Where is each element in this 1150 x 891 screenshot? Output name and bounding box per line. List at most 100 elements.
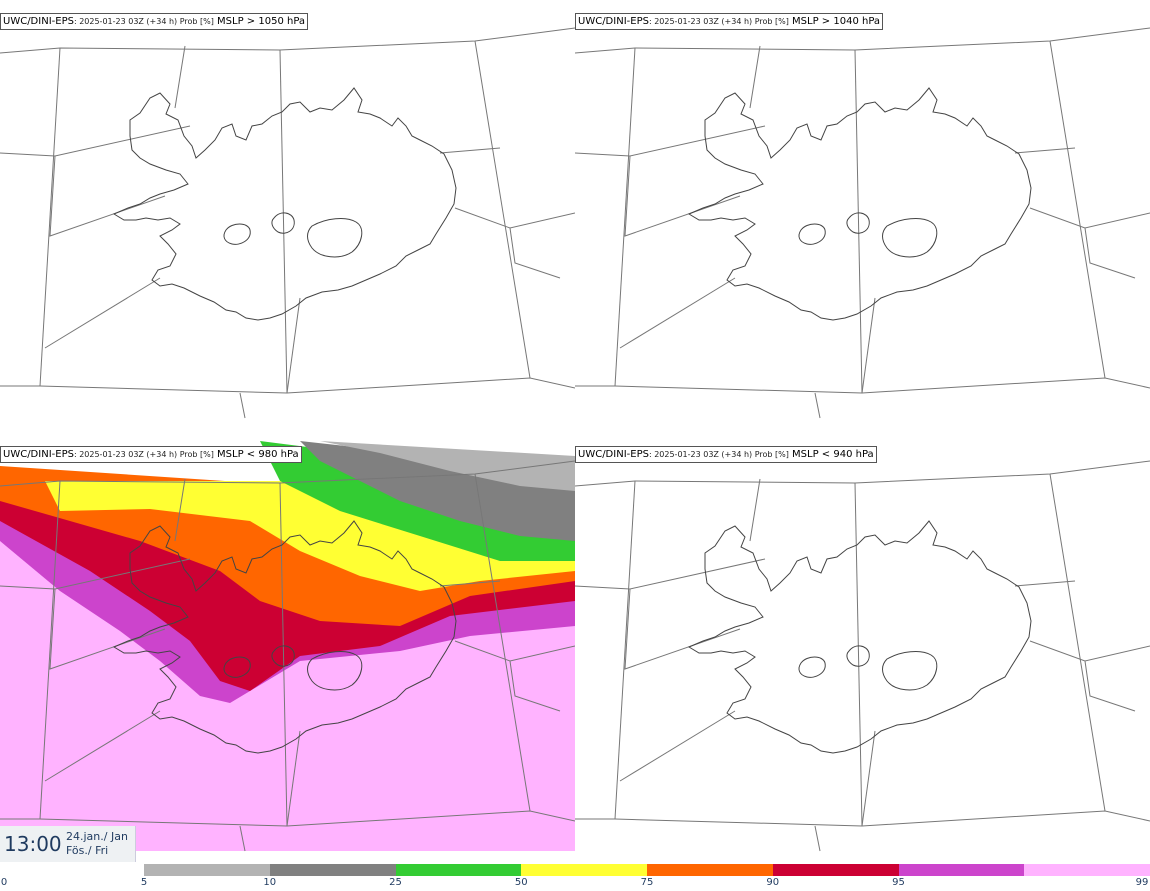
map-grid-line [39,47,61,387]
map-grid-line [1029,640,1150,662]
map-grid-line [44,710,161,782]
lake-outline [307,218,363,258]
run-info: : 2025-01-23 03Z (+34 h) Prob [%] [648,450,789,459]
map-grid-line [1014,580,1076,587]
colorbar-tick-label: 75 [640,877,654,888]
map-grid-line [509,227,561,279]
map-grid-line [749,45,761,109]
colorbar-segment [395,864,522,876]
threshold-label: MSLP > 1050 hPa [213,16,306,27]
lake-outline [798,656,826,678]
colorbar-tick-label: 25 [389,877,402,888]
colorbar-tick-label: 95 [892,877,905,888]
lake-outline [882,651,938,691]
map-grid-line [624,155,741,237]
probability-fill [0,441,575,851]
threshold-label: MSLP < 980 hPa [213,449,299,460]
valid-date: 24.jan./ Jan Fös./ Fri [66,830,128,858]
map-grid-line [1084,660,1136,712]
run-info: : 2025-01-23 03Z (+34 h) Prob [%] [648,17,789,26]
map-grid-line [279,482,288,827]
iceland-coastline [687,87,1032,321]
map-grid-line [854,49,863,394]
model-name: UWC/DINI-EPS [578,16,649,27]
lake-outline [846,645,870,667]
model-name: UWC/DINI-EPS [3,449,74,460]
colorbar-segment [144,864,271,876]
map-grid-line [474,473,531,812]
map-grid-line [619,710,736,782]
map-grid-line [439,147,501,154]
map-grid-line [239,825,246,852]
lake-outline [271,645,295,667]
map-grid-line [239,392,246,419]
valid-date-line1: 24.jan./ Jan [66,830,128,843]
model-name: UWC/DINI-EPS [3,16,74,27]
lake-outline [798,223,826,245]
probability-colorbar [144,864,1150,876]
map-grid-line [286,297,301,394]
map-grid-line [0,27,575,54]
map-grid-line [814,392,821,419]
map-grid-line [0,125,191,157]
lake-outline [846,212,870,234]
lake-outline [882,218,938,258]
panel-title: UWC/DINI-EPS: 2025-01-23 03Z (+34 h) Pro… [0,446,302,463]
map-grid-line [174,478,186,542]
probability-band [320,441,575,491]
panel-title: UWC/DINI-EPS: 2025-01-23 03Z (+34 h) Pro… [575,446,877,463]
colorbar-segment [269,864,396,876]
map-grid-line [279,49,288,394]
map-panel-mslp-gt-1050: UWC/DINI-EPS: 2025-01-23 03Z (+34 h) Pro… [0,8,575,438]
run-info: : 2025-01-23 03Z (+34 h) Prob [%] [73,450,214,459]
map-grid-line [814,825,821,852]
map-grid-line [509,660,561,712]
map-grid-line [1049,40,1106,379]
colorbar-segment [772,864,899,876]
map-grid-line [286,730,301,827]
valid-date-line2: Fös./ Fri [66,844,109,857]
map-grid-line [49,155,166,237]
map-grid-line [619,277,736,349]
iceland-coastline [687,520,1032,754]
map-grid-line [454,207,575,229]
map-grid-line [39,480,61,820]
colorbar-segment [647,864,774,876]
colorbar-tick-label: 0 [0,877,8,888]
map-grid-line [174,45,186,109]
lake-outline [223,656,251,678]
colorbar-tick-label: 99 [1135,877,1149,888]
colorbar-tick-label: 50 [514,877,528,888]
map-grid-line [474,40,531,379]
map-canvas [575,460,1150,852]
lake-outline [271,212,295,234]
iceland-coastline [112,87,457,321]
iceland-coastline [112,520,457,754]
map-panel-mslp-lt-940: UWC/DINI-EPS: 2025-01-23 03Z (+34 h) Pro… [575,441,1150,871]
panel-title: UWC/DINI-EPS: 2025-01-23 03Z (+34 h) Pro… [575,13,884,30]
map-grid-line [749,478,761,542]
map-grid-line [614,47,636,387]
map-grid-line [575,27,1150,54]
colorbar-segment [521,864,648,876]
map-grid-line [439,580,501,587]
map-canvas [0,441,575,852]
map-grid-line [575,125,766,157]
map-grid-line [575,558,766,590]
lake-outline [307,651,363,691]
colorbar-segment [1024,864,1150,876]
map-canvas [0,27,575,419]
valid-time-box: 13:00 24.jan./ Jan Fös./ Fri [0,826,136,862]
map-canvas [575,27,1150,419]
map-panel-mslp-gt-1040: UWC/DINI-EPS: 2025-01-23 03Z (+34 h) Pro… [575,8,1150,438]
map-grid-line [861,730,876,827]
map-grid-line [1029,207,1150,229]
colorbar-segment [898,864,1025,876]
colorbar-tick-label: 10 [263,877,277,888]
map-grid-line [624,588,741,670]
map-grid-line [1014,147,1076,154]
map-panel-mslp-lt-980: UWC/DINI-EPS: 2025-01-23 03Z (+34 h) Pro… [0,441,575,871]
valid-time: 13:00 [4,832,62,856]
panel-title: UWC/DINI-EPS: 2025-01-23 03Z (+34 h) Pro… [0,13,309,30]
map-grid-line [1084,227,1136,279]
